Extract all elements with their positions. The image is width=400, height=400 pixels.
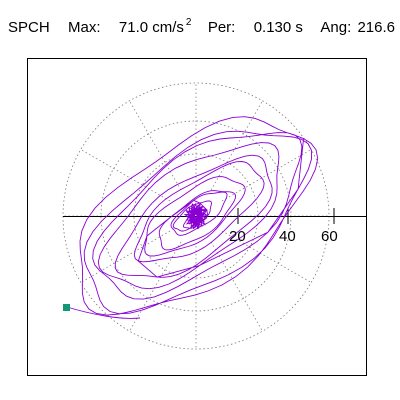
x-axis [63, 208, 367, 224]
x-tick-label-40: 40 [279, 228, 296, 245]
grid-spoke [210, 241, 263, 332]
trace-loops [79, 116, 319, 316]
period-label: Per: [207, 19, 236, 36]
max-exponent: 2 [185, 17, 192, 28]
period-value: 0.130 s [253, 19, 303, 36]
angle-value: 216.6 [357, 19, 395, 36]
trace-end-marker [63, 304, 70, 311]
grid-spoke [80, 149, 171, 202]
trace-tail [66, 306, 141, 319]
chart-header: SPCH Max: 71.0 cm/s 2 Per: 0.130 s Ang: 2… [8, 17, 397, 36]
grid-spoke [221, 230, 312, 283]
motion-trace [66, 116, 319, 319]
grid-spoke [221, 149, 312, 202]
angle-label: Ang: [320, 19, 352, 36]
grid-spoke [210, 100, 263, 191]
x-tick-label-20: 20 [229, 228, 246, 245]
max-label: Max: [68, 19, 101, 36]
station-code: SPCH [8, 19, 50, 36]
max-value: 71.0 cm/s [118, 19, 184, 36]
x-tick-label-60: 60 [321, 228, 338, 245]
grid-spoke [80, 230, 171, 283]
grid-spoke [129, 100, 182, 191]
grid-spoke [129, 241, 182, 332]
trace-core [183, 202, 209, 230]
